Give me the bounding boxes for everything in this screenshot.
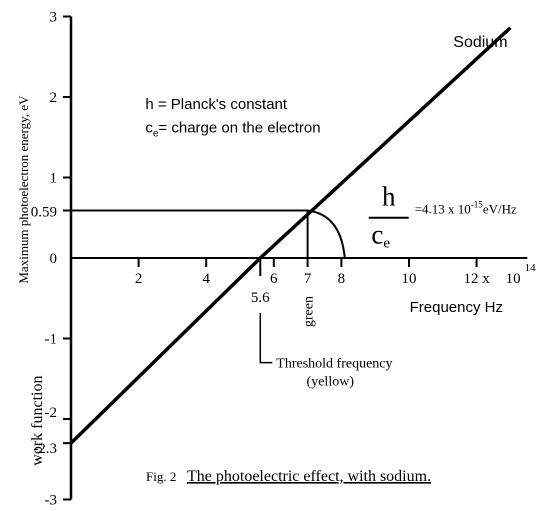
legend-charge: ce= charge on the electron xyxy=(145,119,320,139)
y-tick-label: -3 xyxy=(45,493,58,509)
x-axis-title: Frequency Hz xyxy=(410,299,503,316)
slope-h: h xyxy=(382,182,396,212)
y-tick-label: -1 xyxy=(45,332,58,348)
x-tick-label: 6 xyxy=(270,271,278,287)
y-tick-label: -2.3 xyxy=(33,441,57,457)
y-tick-label: 3 xyxy=(50,10,58,26)
y-tick-label: 2 xyxy=(50,90,58,106)
tick-marks xyxy=(63,15,478,501)
guide-lines xyxy=(71,209,346,364)
caption-fig: Fig. 2 xyxy=(146,469,176,484)
data-marks xyxy=(69,26,512,445)
y-tick-label: 0.59 xyxy=(31,205,57,221)
legend-planck: h = Planck's constant xyxy=(145,96,288,113)
y-axis-title: Maximum photoelectron energy, eV xyxy=(16,95,31,284)
slope-ce: ce xyxy=(371,220,390,252)
threshold-callout xyxy=(259,313,273,364)
threshold-label: Threshold frequency xyxy=(276,357,392,372)
x-tick-label: 2 xyxy=(135,271,143,287)
caption-text: The photoelectric effect, with sodium. xyxy=(187,468,431,485)
x-tick-label: 4 xyxy=(202,271,210,287)
y-tick-label: 1 xyxy=(50,171,58,187)
chart-text: 3 2 1 0.59 0 -1 -2 -2.3 -3 2 4 6 7 8 10 12 x 10 14 Maximum… xyxy=(16,10,536,509)
sodium-line xyxy=(69,26,512,445)
series-label-sodium: Sodium xyxy=(453,34,507,51)
work-function-label: work function xyxy=(29,376,46,466)
y-tick-label: -2 xyxy=(45,405,58,421)
slope-value: =4.13 x 10-15eV/Hz xyxy=(415,200,517,217)
slope-arc xyxy=(307,209,346,259)
x-tick-label: 12 x xyxy=(463,271,490,287)
green-label: green xyxy=(302,296,317,327)
y-tick-label: 0 xyxy=(50,251,58,267)
x-tick-label: 10 xyxy=(402,271,417,287)
x-tick-label: 8 xyxy=(338,271,346,287)
x-exponent-base: 10 xyxy=(506,271,521,287)
threshold-label-2: (yellow) xyxy=(307,375,355,390)
x-tick-label: 7 xyxy=(304,271,312,287)
x-exponent-power: 14 xyxy=(525,262,537,274)
threshold-value: 5.6 xyxy=(251,290,270,306)
